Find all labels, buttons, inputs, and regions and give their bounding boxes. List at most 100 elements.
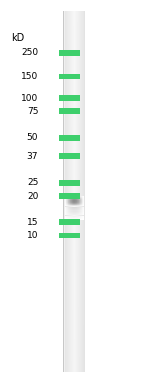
- Bar: [77, 253, 78, 256]
- Bar: [65, 246, 66, 249]
- Bar: [72, 109, 73, 112]
- Bar: [74, 73, 75, 76]
- Bar: [79, 246, 80, 249]
- Bar: [83, 11, 84, 372]
- Bar: [81, 217, 82, 218]
- Bar: [82, 40, 83, 44]
- Bar: [83, 228, 84, 231]
- Bar: [66, 328, 67, 332]
- Bar: [79, 310, 80, 314]
- Bar: [79, 210, 80, 213]
- Bar: [72, 73, 73, 76]
- Bar: [80, 181, 81, 184]
- Bar: [65, 11, 66, 15]
- Bar: [67, 105, 68, 109]
- Bar: [79, 11, 80, 15]
- Bar: [75, 235, 76, 238]
- Bar: [81, 155, 82, 159]
- Bar: [71, 350, 72, 354]
- Bar: [64, 343, 65, 346]
- Bar: [74, 346, 75, 350]
- Bar: [67, 289, 68, 292]
- Bar: [71, 249, 72, 253]
- Bar: [83, 119, 84, 123]
- Bar: [82, 224, 83, 228]
- Bar: [82, 181, 83, 184]
- Bar: [74, 235, 75, 238]
- Bar: [74, 289, 75, 292]
- Bar: [76, 332, 77, 336]
- Bar: [79, 22, 80, 26]
- Bar: [65, 101, 66, 105]
- Bar: [83, 339, 84, 343]
- Bar: [81, 238, 82, 242]
- Bar: [72, 184, 73, 188]
- Bar: [79, 137, 80, 141]
- Bar: [75, 296, 76, 300]
- Bar: [80, 210, 81, 211]
- Bar: [67, 19, 68, 22]
- Bar: [67, 184, 68, 188]
- Bar: [74, 202, 75, 206]
- Bar: [82, 87, 83, 91]
- Bar: [78, 217, 79, 220]
- Bar: [83, 357, 84, 361]
- Bar: [80, 76, 81, 80]
- Bar: [72, 87, 73, 91]
- Bar: [82, 219, 83, 221]
- Bar: [76, 40, 77, 44]
- Bar: [81, 166, 82, 170]
- Bar: [82, 105, 83, 109]
- Bar: [69, 206, 70, 208]
- Bar: [80, 307, 81, 310]
- Bar: [82, 101, 83, 105]
- Bar: [74, 80, 75, 83]
- Bar: [67, 364, 68, 368]
- Bar: [68, 310, 69, 314]
- Bar: [74, 83, 75, 87]
- Bar: [72, 219, 73, 221]
- Bar: [72, 51, 73, 55]
- Bar: [82, 271, 83, 274]
- Bar: [67, 127, 68, 130]
- Bar: [81, 33, 82, 37]
- Bar: [81, 228, 82, 231]
- Bar: [79, 332, 80, 336]
- Bar: [81, 231, 82, 235]
- Bar: [67, 314, 68, 318]
- Bar: [65, 253, 66, 256]
- Bar: [69, 109, 70, 112]
- Bar: [71, 152, 72, 155]
- Bar: [76, 58, 77, 62]
- Bar: [75, 91, 76, 94]
- Bar: [72, 173, 73, 177]
- Bar: [81, 328, 82, 332]
- Bar: [78, 249, 79, 253]
- Bar: [83, 307, 84, 310]
- Bar: [82, 357, 83, 361]
- Bar: [76, 44, 77, 47]
- Bar: [64, 296, 65, 300]
- Bar: [80, 212, 81, 213]
- Bar: [64, 11, 65, 15]
- Bar: [80, 137, 81, 141]
- Bar: [72, 22, 73, 26]
- Bar: [73, 206, 74, 208]
- Bar: [81, 184, 82, 188]
- Bar: [70, 267, 71, 271]
- Bar: [77, 364, 78, 368]
- Bar: [76, 205, 77, 206]
- Bar: [73, 137, 74, 141]
- Bar: [81, 26, 82, 29]
- Bar: [69, 94, 70, 98]
- Bar: [64, 192, 65, 195]
- Bar: [73, 228, 74, 231]
- Bar: [66, 22, 67, 26]
- Bar: [69, 217, 70, 218]
- Bar: [64, 141, 65, 145]
- Bar: [82, 246, 83, 249]
- Bar: [65, 55, 66, 58]
- Bar: [74, 181, 75, 184]
- Bar: [65, 105, 66, 109]
- Bar: [79, 336, 80, 339]
